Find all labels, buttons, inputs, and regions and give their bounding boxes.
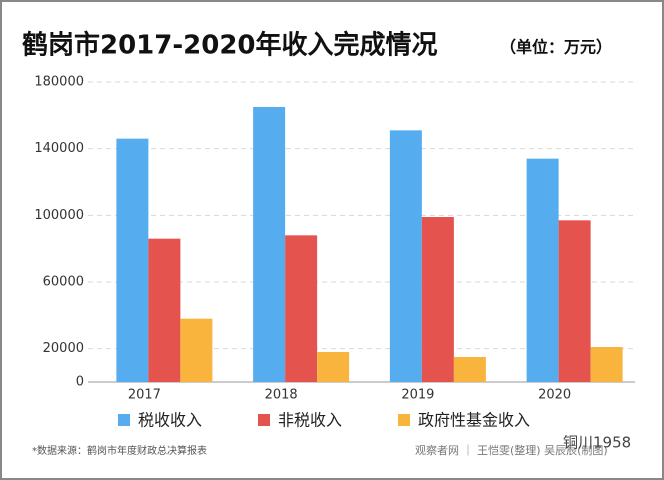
- y-tick-label: 60000: [43, 275, 84, 290]
- legend-swatch: [258, 414, 270, 426]
- bar: [421, 217, 454, 382]
- bar: [526, 158, 559, 382]
- bar: [148, 238, 181, 382]
- x-tick-label: 2020: [538, 388, 571, 403]
- y-tick-label: 140000: [34, 141, 84, 156]
- watermark: 铜川1958: [563, 434, 631, 452]
- bar: [453, 357, 486, 382]
- legend-label: 政府性基金收入: [418, 411, 530, 430]
- y-tick-label: 20000: [43, 341, 84, 356]
- bar: [180, 318, 213, 382]
- bar: [116, 138, 149, 382]
- credit: 观察者网 ｜ 王恺雯(整理) 吴辰辰(制图): [415, 443, 608, 457]
- y-tick-label: 180000: [34, 75, 84, 90]
- y-tick-label: 0: [76, 375, 84, 390]
- y-tick-label: 100000: [34, 208, 84, 223]
- x-tick-label: 2017: [128, 388, 161, 403]
- source: *数据来源：鹤岗市年度财政总决算报表: [32, 444, 207, 457]
- bar: [285, 235, 318, 382]
- x-tick-label: 2018: [265, 388, 298, 403]
- legend-label: 非税收入: [278, 411, 342, 430]
- bar: [253, 107, 286, 382]
- chart-title: 鹤岗市2017-2020年收入完成情况: [22, 30, 438, 61]
- bar: [558, 220, 591, 382]
- bar: [389, 130, 422, 382]
- chart-subtitle: （单位：万元）: [500, 38, 612, 57]
- bar: [317, 352, 350, 382]
- legend-swatch: [398, 414, 410, 426]
- legend-label: 税收收入: [138, 411, 202, 430]
- bar: [590, 347, 623, 382]
- legend-swatch: [118, 414, 130, 426]
- x-tick-label: 2019: [401, 388, 434, 403]
